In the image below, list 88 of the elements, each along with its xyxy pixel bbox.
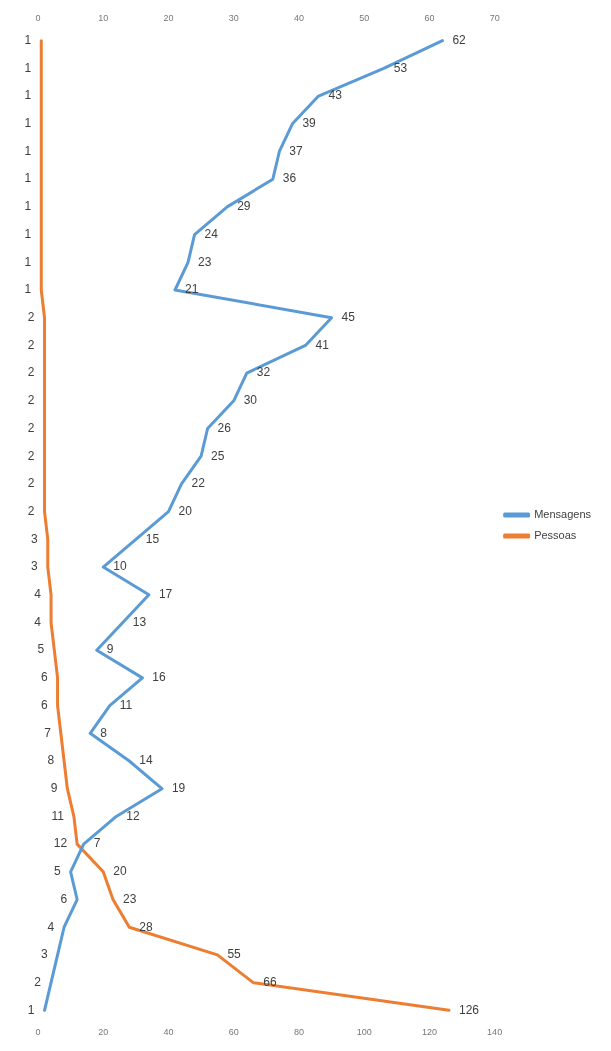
x2-tick-label: 20 (163, 12, 174, 23)
data-label: 41 (315, 337, 330, 352)
x-tick-label: 100 (356, 1027, 372, 1038)
legend-label: Mensagens (534, 508, 592, 521)
data-label: 1 (24, 282, 32, 297)
data-label: 23 (198, 254, 212, 269)
data-label: 29 (237, 199, 251, 214)
data-label: 1 (24, 254, 32, 269)
data-label: 4 (47, 919, 55, 934)
data-label: 2 (27, 365, 35, 380)
x-tick-label: 40 (163, 1027, 174, 1038)
data-label: 20 (178, 503, 193, 518)
x2-tick-label: 30 (228, 12, 239, 23)
data-label: 2 (27, 310, 35, 325)
x2-tick-label: 10 (98, 12, 109, 23)
data-label: 2 (27, 393, 35, 408)
data-label: 2 (27, 337, 35, 352)
data-label: 9 (106, 642, 114, 657)
data-label: 4 (34, 587, 42, 602)
data-label: 1 (24, 60, 32, 75)
data-label: 55 (227, 947, 242, 962)
x-tick-label: 0 (35, 1027, 41, 1038)
data-label: 36 (282, 171, 297, 186)
data-label: 53 (393, 60, 408, 75)
data-label: 15 (145, 531, 160, 546)
data-label: 1 (24, 143, 32, 158)
data-label: 12 (126, 808, 140, 823)
x-tick-label: 140 (487, 1027, 503, 1038)
data-label: 45 (341, 310, 356, 325)
data-label: 2 (27, 476, 35, 491)
data-label: 126 (458, 1002, 480, 1017)
data-label: 4 (34, 614, 42, 629)
data-label: 23 (123, 891, 137, 906)
data-label: 11 (51, 808, 65, 823)
data-label: 12 (53, 836, 68, 851)
data-label: 17 (158, 587, 173, 602)
data-label: 62 (452, 32, 467, 47)
data-label: 25 (211, 448, 225, 463)
x-tick-label: 80 (293, 1027, 304, 1038)
x2-tick-label: 70 (489, 12, 500, 23)
data-label: 8 (100, 725, 108, 740)
data-label: 3 (31, 531, 39, 546)
data-label: 24 (204, 226, 219, 241)
data-label: 7 (93, 836, 101, 851)
x-tick-label: 120 (421, 1027, 437, 1038)
x-tick-label: 20 (98, 1027, 109, 1038)
data-label: 6 (60, 891, 68, 906)
data-label: 22 (191, 476, 206, 491)
data-label: 1 (24, 226, 32, 241)
data-label: 2 (27, 503, 35, 518)
data-label: 13 (132, 614, 147, 629)
data-label: 6 (40, 697, 48, 712)
data-label: 10 (113, 559, 127, 574)
data-label: 3 (40, 947, 48, 962)
data-label: 9 (50, 781, 58, 796)
data-label: 1 (24, 116, 32, 131)
data-label: 30 (243, 393, 258, 408)
data-label: 11 (119, 697, 133, 712)
x2-tick-label: 60 (424, 12, 435, 23)
data-label: 1 (24, 171, 32, 186)
data-label: 7 (44, 725, 52, 740)
data-label: 14 (139, 753, 153, 768)
x2-tick-label: 40 (293, 12, 304, 23)
x-tick-label: 60 (228, 1027, 239, 1038)
data-label: 2 (27, 448, 35, 463)
data-label: 5 (37, 642, 45, 657)
data-label: 16 (152, 670, 167, 685)
data-label: 20 (113, 864, 127, 879)
data-label: 2 (27, 420, 35, 435)
data-label: 37 (289, 143, 304, 158)
x2-tick-label: 50 (359, 12, 370, 23)
data-label: 5 (53, 864, 61, 879)
data-label: 8 (47, 753, 55, 768)
data-label: 1 (24, 32, 32, 47)
data-label: 39 (302, 116, 317, 131)
x2-tick-label: 0 (35, 12, 41, 23)
data-label: 43 (328, 88, 343, 103)
data-label: 1 (27, 1002, 35, 1017)
data-label: 32 (256, 365, 271, 380)
legend-label: Pessoas (534, 529, 577, 542)
data-label: 1 (24, 88, 32, 103)
data-label: 3 (31, 559, 39, 574)
data-label: 2 (34, 974, 42, 989)
data-label: 26 (217, 420, 232, 435)
data-label: 28 (139, 919, 153, 934)
data-label: 1 (24, 199, 32, 214)
data-label: 6 (40, 670, 48, 685)
data-label: 19 (171, 781, 186, 796)
